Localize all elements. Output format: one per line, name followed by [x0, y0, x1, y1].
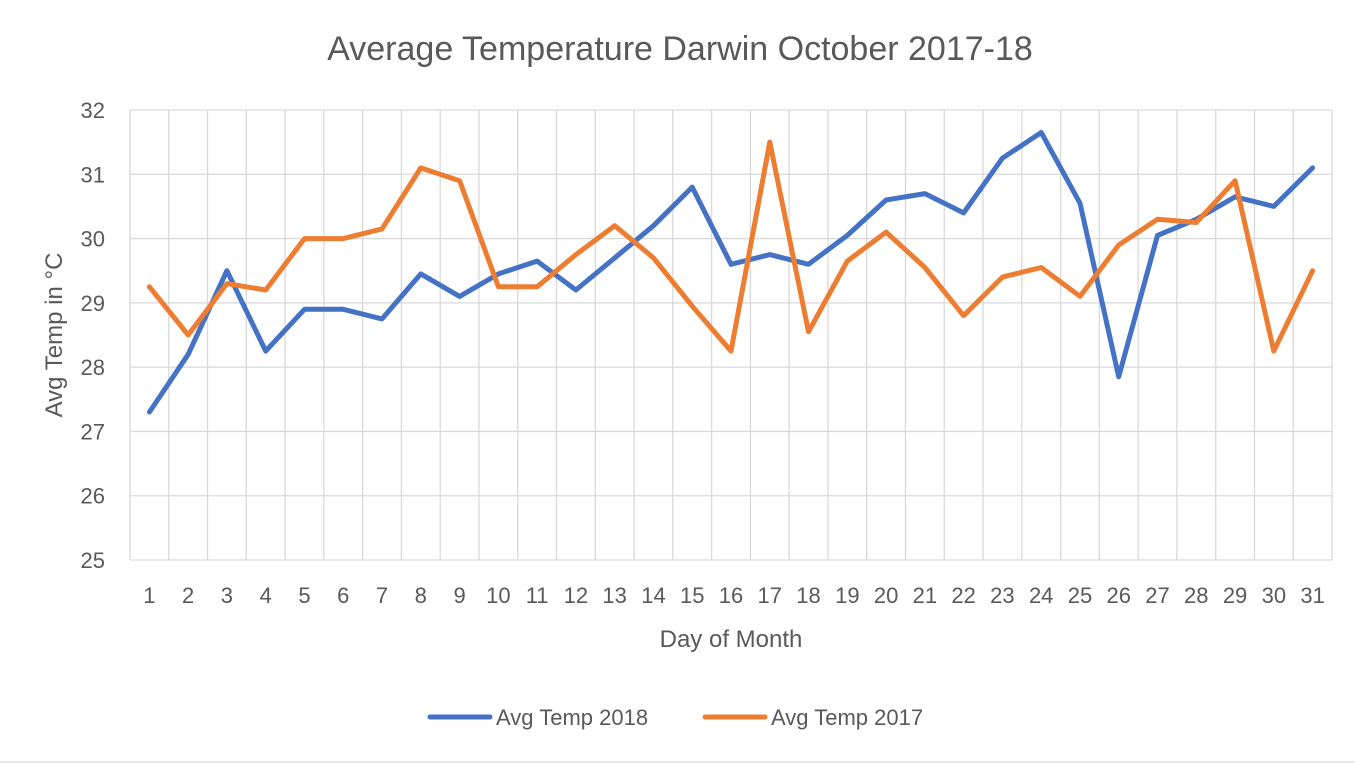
x-tick-label: 21: [913, 583, 937, 608]
x-tick-label: 24: [1029, 583, 1053, 608]
x-tick-label: 1: [143, 583, 155, 608]
x-tick-label: 4: [260, 583, 272, 608]
y-tick-labels: 25 26 27 28 29 30 31 32: [81, 98, 105, 573]
y-tick-label: 31: [81, 162, 105, 187]
x-tick-label: 5: [298, 583, 310, 608]
legend-label: Avg Temp 2018: [496, 705, 648, 730]
y-tick-label: 32: [81, 98, 105, 123]
series-line-2: [146, 139, 1316, 354]
x-tick-label: 11: [526, 583, 549, 608]
x-tick-label: 18: [796, 583, 820, 608]
x-tick-label: 26: [1106, 583, 1130, 608]
x-tick-labels: 1 2 3 4 5 6 7 8 9 10 11 12 13 14 15 16 17 18 19 20 21 22 23 24 2…: [143, 583, 1325, 608]
chart-title: Average Temperature Darwin October 2017-…: [327, 30, 1033, 68]
x-tick-label: 8: [415, 583, 427, 608]
x-tick-label: 9: [453, 583, 465, 608]
x-tick-label: 23: [990, 583, 1014, 608]
legend-label: Avg Temp 2017: [771, 705, 923, 730]
x-tick-label: 15: [680, 583, 704, 608]
y-tick-label: 30: [81, 227, 105, 252]
x-tick-label: 13: [602, 583, 626, 608]
x-tick-label: 14: [641, 583, 665, 608]
x-tick-label: 3: [221, 583, 233, 608]
x-tick-label: 12: [564, 583, 588, 608]
series-lines: [146, 130, 1316, 415]
x-tick-label: 6: [337, 583, 349, 608]
y-tick-label: 27: [81, 419, 105, 444]
x-tick-label: 20: [874, 583, 898, 608]
y-tick-label: 28: [81, 355, 105, 380]
y-tick-label: 25: [81, 548, 105, 573]
y-tick-label: 29: [81, 291, 105, 316]
x-tick-label: 16: [719, 583, 743, 608]
x-tick-label: 28: [1184, 583, 1208, 608]
x-tick-label: 27: [1145, 583, 1169, 608]
x-tick-label: 10: [486, 583, 510, 608]
x-tick-label: 30: [1262, 583, 1286, 608]
x-tick-label: 29: [1223, 583, 1247, 608]
x-tick-label: 7: [376, 583, 388, 608]
legend: Avg Temp 2018 Avg Temp 2017: [427, 705, 923, 730]
series-line-1: [146, 130, 1316, 415]
grid: [129, 109, 1333, 561]
x-tick-label: 17: [758, 583, 782, 608]
x-axis-label: Day of Month: [660, 626, 803, 653]
x-tick-label: 31: [1300, 583, 1324, 608]
x-tick-label: 19: [835, 583, 859, 608]
x-tick-label: 22: [951, 583, 975, 608]
y-axis-label: Avg Temp in °C: [41, 253, 68, 418]
y-tick-label: 26: [81, 484, 105, 509]
x-tick-label: 25: [1068, 583, 1092, 608]
x-tick-label: 2: [182, 583, 194, 608]
